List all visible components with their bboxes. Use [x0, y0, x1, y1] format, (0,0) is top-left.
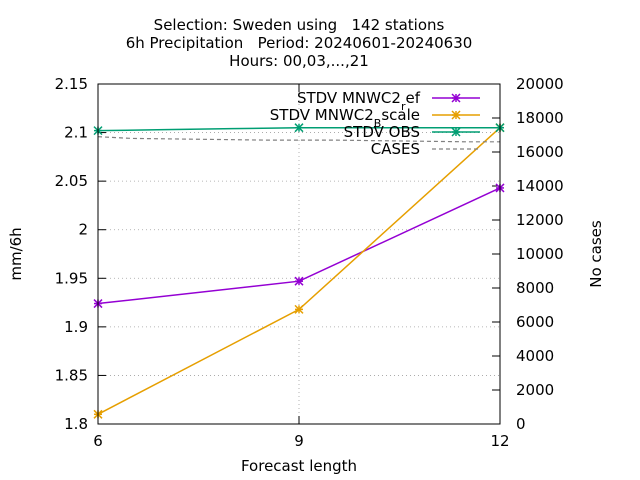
y2-axis-label: No cases	[587, 220, 605, 288]
y2-tick-label: 20000	[516, 75, 564, 93]
x-axis-label: Forecast length	[241, 457, 357, 475]
data-point-marker	[294, 123, 304, 133]
y-tick-label: 2.15	[55, 75, 88, 93]
plot-frame	[97, 83, 501, 425]
x-tick-label: 6	[93, 432, 103, 450]
y2-tick-label: 0	[516, 415, 526, 433]
data-point-marker	[451, 93, 461, 103]
y-tick-label: 2.1	[64, 124, 88, 142]
y2-tick-label: 8000	[516, 279, 554, 297]
y2-tick-label: 2000	[516, 381, 554, 399]
series-line-4	[97, 136, 500, 143]
chart-title-line: Selection: Sweden using 142 stations	[154, 16, 445, 34]
x-tick-label: 9	[294, 432, 304, 450]
y2-tick-label: 10000	[516, 245, 564, 263]
y-tick-label: 2.05	[55, 172, 88, 190]
y2-tick-label: 6000	[516, 313, 554, 331]
y-axis: 1.8 1.85 1.9 1.95 2 2.05 2.1 2.15	[55, 75, 106, 433]
y-tick-label: 1.9	[64, 318, 88, 336]
legend-label: STDV OBS	[344, 123, 420, 141]
legend-label: STDV MNWC2Bscale	[270, 106, 420, 130]
y-tick-label: 1.85	[55, 366, 88, 384]
data-point-marker	[294, 304, 304, 314]
data-point-marker	[294, 276, 304, 286]
y-tick-label: 2	[78, 221, 88, 239]
legend-label: CASES	[371, 140, 420, 158]
series-line-1	[97, 187, 501, 305]
y2-tick-label: 18000	[516, 109, 564, 127]
series-layer	[93, 123, 505, 419]
grid	[98, 84, 500, 424]
y2-axis: 0 2000 4000 6000 8000 10000 12000 14000 16000 180…	[492, 75, 564, 433]
chart-title-line: 6h Precipitation Period: 20240601-202406…	[126, 34, 473, 52]
data-point-marker	[451, 127, 461, 137]
x-tick-label: 12	[490, 432, 509, 450]
y2-tick-label: 4000	[516, 347, 554, 365]
y-tick-label: 1.95	[55, 269, 88, 287]
y2-tick-label: 16000	[516, 143, 564, 161]
series-line-2	[97, 127, 501, 415]
chart-title-line: Hours: 00,03,...,21	[229, 52, 369, 70]
y2-tick-label: 14000	[516, 177, 564, 195]
y-axis-label: mm/6h	[7, 227, 25, 280]
y2-tick-label: 12000	[516, 211, 564, 229]
y-tick-label: 1.8	[64, 415, 88, 433]
data-point-marker	[451, 110, 461, 120]
legend-label: STDV MNWC2ref	[297, 89, 421, 113]
